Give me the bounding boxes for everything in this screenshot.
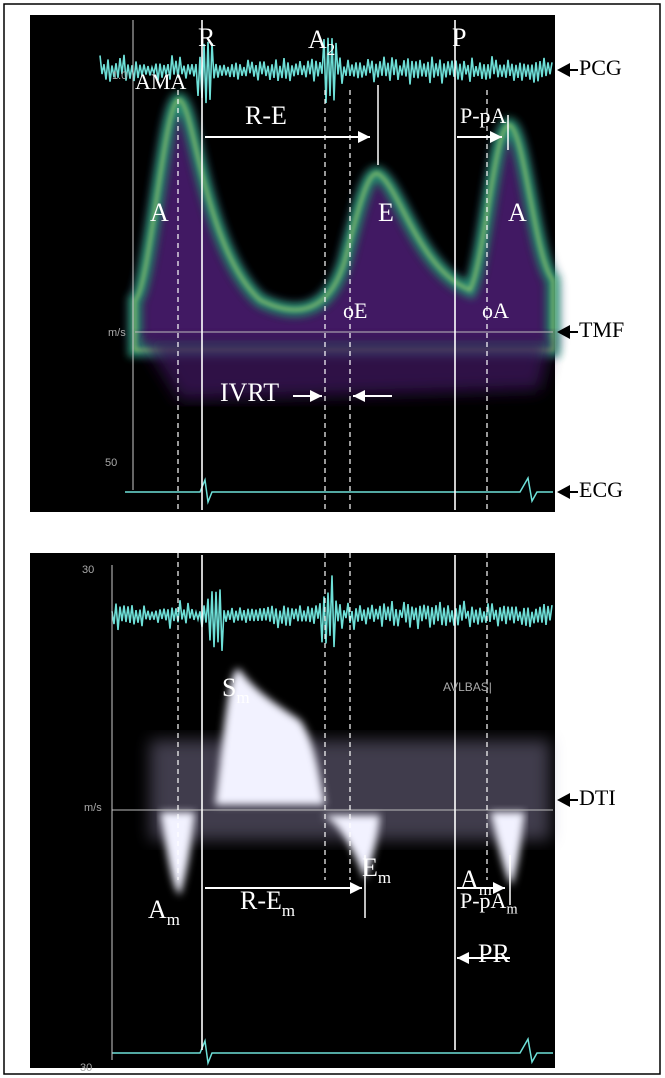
pcg-trace — [99, 37, 553, 104]
label-text: R — [198, 23, 216, 52]
label-text: m/s — [108, 327, 126, 339]
label-text: A — [148, 895, 167, 924]
label-arrow — [557, 485, 570, 499]
panel-label: R-E — [245, 101, 287, 130]
label-text: m/s — [84, 802, 102, 814]
arrowhead — [310, 390, 322, 402]
panel-label: A — [508, 198, 527, 227]
label-text: oA — [482, 298, 509, 323]
arrowhead — [358, 131, 370, 143]
label-text: E — [362, 853, 378, 882]
label-subscript: m — [506, 902, 517, 918]
panel-label: 30 — [80, 1062, 92, 1074]
label-subscript: m — [236, 688, 249, 707]
panel-label: A — [150, 198, 169, 227]
panel-label: oE — [343, 298, 367, 323]
label-arrow — [557, 793, 570, 807]
label-text: PR — [478, 939, 510, 968]
panel-label: m/s — [84, 802, 102, 814]
label-subscript: m — [479, 880, 492, 899]
doppler-below — [140, 335, 553, 400]
arrowhead — [493, 882, 505, 894]
label-arrow — [557, 325, 570, 339]
arrowhead — [353, 390, 365, 402]
dti-signal — [490, 812, 525, 885]
top-panel — [30, 15, 555, 512]
panel-label: Em — [362, 853, 391, 887]
label-subscript: m — [167, 910, 180, 929]
label-text: AVLBAS| — [443, 680, 492, 694]
panel-label: IVRT — [220, 378, 279, 407]
side-label: TMF — [579, 317, 624, 342]
panel-label: A2 — [308, 25, 335, 59]
label-subscript: 2 — [327, 40, 335, 59]
panel-label: Sm — [222, 673, 250, 707]
arrowhead — [457, 952, 469, 964]
panel-label: AVLBAS| — [443, 680, 492, 694]
side-label: DTI — [579, 785, 616, 810]
label-text: S — [222, 673, 236, 702]
dti-signal — [215, 668, 325, 805]
label-subscript: m — [282, 901, 295, 920]
arrowhead — [350, 882, 362, 894]
panel-label: AMA — [135, 69, 186, 94]
side-label: ECG — [579, 477, 623, 502]
panel-label: oA — [482, 298, 509, 323]
label-text: 30 — [80, 1062, 92, 1074]
label-text: 1.0 — [112, 70, 127, 82]
doppler-haze — [135, 99, 553, 350]
label-text: A — [460, 865, 479, 894]
panel-label: E — [378, 198, 394, 227]
doppler-core — [133, 98, 555, 352]
panel-label: P-pA — [460, 103, 507, 128]
panel-label: 1.0 — [112, 70, 127, 82]
label-text: A — [508, 198, 527, 227]
panel-label: R — [198, 23, 216, 52]
side-label: PCG — [579, 55, 622, 80]
label-text: 50 — [105, 457, 117, 469]
label-text: P-pA — [460, 888, 507, 913]
panel-label: P — [452, 23, 466, 52]
panel-label: 30 — [82, 564, 94, 576]
label-text: P-pA — [460, 103, 507, 128]
label-arrow — [557, 63, 570, 77]
panel-label: m/s — [108, 327, 126, 339]
panel-label: Am — [460, 865, 492, 899]
panel-label: 50 — [105, 457, 117, 469]
label-text: A — [150, 198, 169, 227]
label-text: oE — [343, 298, 367, 323]
pcg-trace — [111, 575, 553, 651]
panel-label: PR — [478, 939, 510, 968]
label-text: IVRT — [220, 378, 279, 407]
panel-label: R-Em — [240, 886, 295, 920]
label-subscript: m — [378, 868, 391, 887]
label-text: AMA — [135, 69, 186, 94]
panel-label: Am — [148, 895, 180, 929]
label-text: 30 — [82, 564, 94, 576]
label-text: A — [308, 25, 327, 54]
label-text: P — [452, 23, 466, 52]
panel-label: P-pAm — [460, 888, 518, 918]
label-text: R-E — [240, 886, 282, 915]
arrowhead — [490, 131, 502, 143]
label-text: R-E — [245, 101, 287, 130]
label-text: E — [378, 198, 394, 227]
